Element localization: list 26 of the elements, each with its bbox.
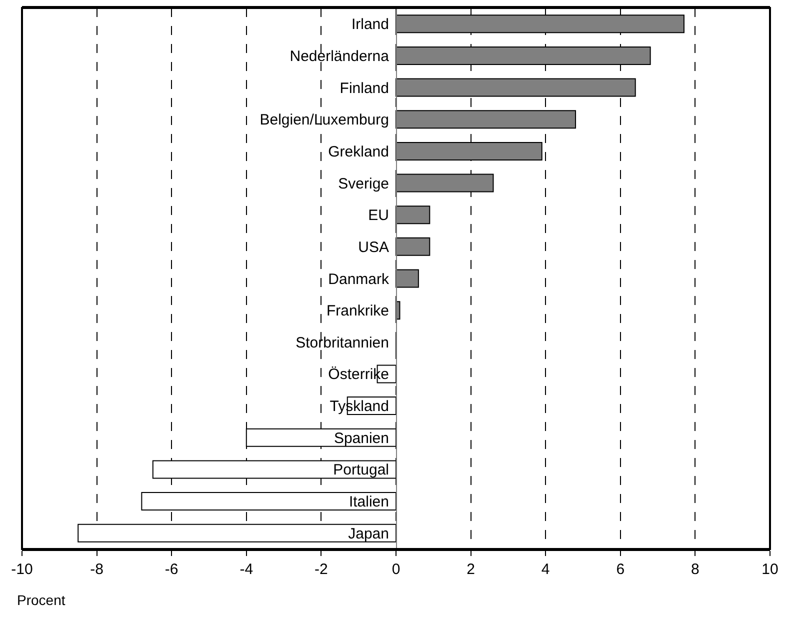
y-tick-label: Nederländerna [290, 48, 390, 65]
x-tick-label: -10 [11, 561, 33, 578]
y-tick-label: USA [358, 238, 389, 256]
y-tick-label: Grekland [328, 143, 389, 160]
x-tick-label: -8 [90, 561, 104, 578]
x-tick-label: 6 [616, 561, 625, 578]
y-tick-label: Spanien [334, 430, 389, 447]
x-tick-label: 8 [691, 561, 700, 578]
y-tick-label: Italien [348, 494, 389, 511]
x-tick-label: -6 [164, 561, 178, 578]
x-tick-label: 0 [392, 561, 400, 578]
y-tick-label: Portugal [333, 462, 389, 479]
x-tick-label: 2 [466, 561, 475, 578]
x-tick-label: -2 [314, 561, 328, 578]
y-tick-label: Irland [351, 16, 389, 34]
y-tick-label: EU [368, 207, 389, 224]
y-tick-label: Frankrike [326, 302, 389, 320]
y-tick-label: Finland [340, 80, 389, 97]
y-tick-label: Danmark [328, 270, 390, 288]
y-tick-label: Japan [348, 525, 389, 542]
y-tick-label: Sverige [338, 175, 389, 192]
x-tick-label: 4 [541, 561, 550, 578]
x-axis-title: Procent [17, 592, 66, 608]
x-tick-label: -4 [240, 561, 254, 578]
x-tick-label: 10 [762, 561, 778, 578]
y-tick-label: Storbritannien [296, 334, 389, 352]
